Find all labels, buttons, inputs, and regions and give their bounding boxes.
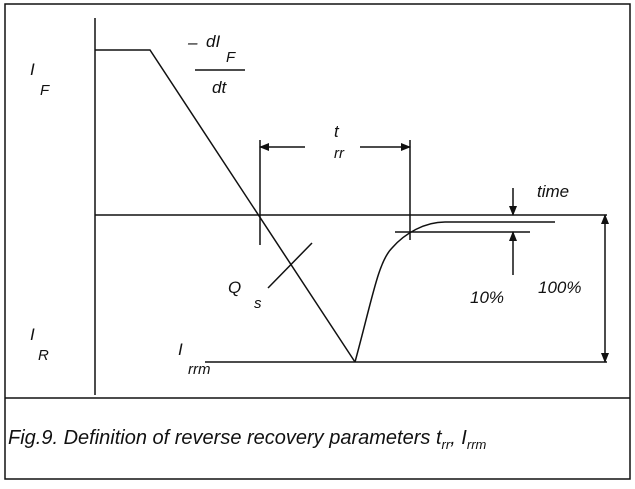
- label-sub: rrm: [188, 361, 211, 378]
- label: 100%: [538, 278, 581, 297]
- label: Q: [228, 278, 241, 297]
- label: time: [537, 182, 569, 201]
- qs-leader: [267, 242, 313, 289]
- caption-sub: rrm: [467, 437, 487, 452]
- label: I: [178, 340, 183, 359]
- caption-sub: rr: [442, 437, 451, 452]
- current-waveform-recovery: [354, 221, 555, 363]
- caption-text: , I: [450, 427, 467, 449]
- label-sub: F: [226, 49, 236, 66]
- label: dI: [206, 32, 220, 51]
- current-waveform-fall: [95, 49, 356, 363]
- label: I: [30, 325, 35, 344]
- label-sub: s: [254, 295, 262, 312]
- caption-text: Fig.9. Definition of reverse recovery pa…: [8, 427, 443, 449]
- label-sub: rr: [334, 145, 345, 162]
- caption: Fig.9. Definition of reverse recovery pa…: [8, 427, 487, 452]
- label: dt: [212, 78, 227, 97]
- label: –: [187, 33, 198, 52]
- label-sub: R: [38, 347, 49, 364]
- label-sub: F: [40, 82, 50, 99]
- frame: [4, 3, 631, 480]
- label: 10%: [470, 288, 504, 307]
- label: I: [30, 60, 35, 79]
- label: t: [334, 122, 340, 141]
